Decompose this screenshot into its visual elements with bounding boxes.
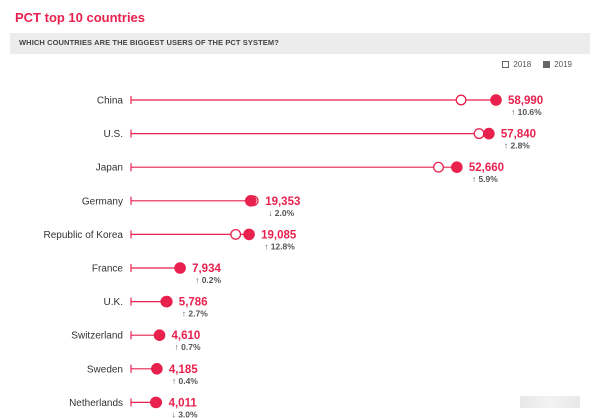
legend-label-2019: 2019 [554, 60, 572, 69]
dot-2019-sweden [151, 363, 163, 375]
value-label-republic-of-korea: 19,085 [261, 229, 297, 241]
value-label-sweden: 4,185 [169, 364, 198, 376]
country-label-sweden: Sweden [87, 364, 123, 375]
dot-2018-japan [433, 161, 444, 173]
change-label-u-s-: ↑ 2.8% [504, 141, 530, 151]
dot-2018-china [455, 94, 467, 106]
chart-title: PCT top 10 countries [15, 10, 146, 25]
value-label-switzerland: 4,610 [172, 330, 201, 342]
change-label-sweden: ↑ 0.4% [172, 376, 198, 386]
change-label-germany: ↓ 2.0% [268, 208, 294, 218]
change-label-switzerland: ↑ 0.7% [175, 342, 201, 352]
change-label-republic-of-korea: ↑ 12.8% [264, 241, 295, 251]
dot-2018-u-s- [473, 128, 485, 140]
country-label-u-k-: U.K. [104, 297, 123, 308]
subtitle-bar: WHICH COUNTRIES ARE THE BIGGEST USERS OF… [10, 33, 590, 54]
legend-filled-marker-icon [543, 61, 551, 68]
country-label-u-s-: U.S. [104, 129, 123, 140]
value-label-u-s-: 57,840 [501, 129, 536, 141]
change-label-japan: ↑ 5.9% [472, 174, 498, 184]
dot-2019-germany [244, 195, 257, 207]
value-label-japan: 52,660 [469, 162, 504, 174]
country-label-japan: Japan [96, 163, 123, 174]
value-label-china: 58,990 [508, 95, 543, 107]
dot-2019-u-k- [161, 295, 173, 308]
dot-2019-u-s- [483, 127, 495, 140]
country-label-switzerland: Switzerland [71, 331, 123, 342]
country-label-netherlands: Netherlands [69, 398, 123, 409]
country-label-germany: Germany [82, 196, 123, 207]
change-label-netherlands: ↓ 3.0% [172, 409, 198, 418]
dot-2019-china [490, 94, 502, 106]
value-label-france: 7,934 [192, 263, 221, 275]
dot-2019-switzerland [153, 329, 166, 342]
legend-open-marker-icon [502, 61, 510, 68]
dot-2019-netherlands [150, 396, 162, 409]
change-label-france: ↑ 0.2% [195, 275, 221, 285]
value-label-germany: 19,353 [265, 196, 300, 208]
chart-subtitle: WHICH COUNTRIES ARE THE BIGGEST USERS OF… [19, 38, 279, 47]
country-label-france: France [92, 264, 124, 275]
watermark-blur [520, 396, 580, 408]
dot-2019-france [174, 262, 186, 274]
dot-2019-japan [451, 161, 463, 173]
legend-label-2018: 2018 [513, 60, 532, 69]
legend: 2018 2019 [502, 60, 580, 69]
change-label-u-k-: ↑ 2.7% [182, 309, 208, 319]
country-label-china: China [97, 96, 124, 107]
value-label-u-k-: 5,786 [179, 297, 208, 309]
value-label-netherlands: 4,011 [169, 397, 198, 409]
dot-2019-republic-of-korea [243, 228, 255, 241]
dot-2018-republic-of-korea [230, 228, 242, 240]
country-label-republic-of-korea: Republic of Korea [44, 230, 124, 241]
change-label-china: ↑ 10.6% [511, 107, 542, 117]
